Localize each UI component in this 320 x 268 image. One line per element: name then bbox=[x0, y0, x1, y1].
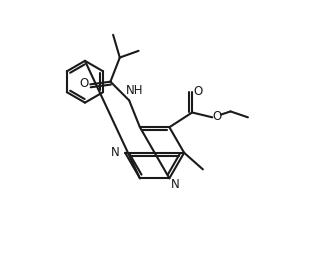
Text: N: N bbox=[171, 178, 180, 192]
Text: O: O bbox=[193, 84, 203, 98]
Text: O: O bbox=[80, 76, 89, 90]
Text: NH: NH bbox=[126, 84, 143, 97]
Text: O: O bbox=[212, 110, 222, 123]
Text: N: N bbox=[110, 146, 119, 159]
